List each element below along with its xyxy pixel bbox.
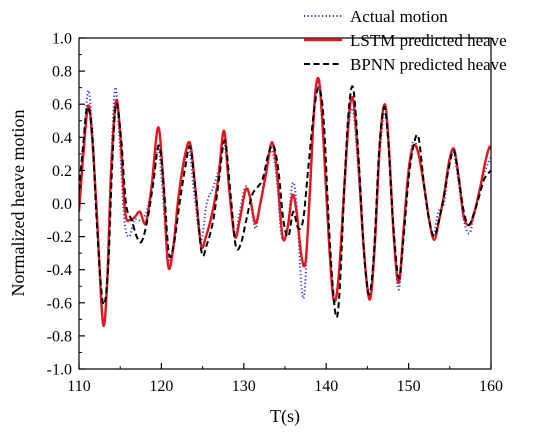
- plot-area: [79, 38, 491, 369]
- legend-label: BPNN predicted heave: [350, 55, 507, 74]
- x-tick-label: 140: [314, 378, 338, 395]
- series-line-3: [79, 85, 491, 319]
- legend-label: LSTM predicted heave: [350, 31, 507, 50]
- y-tick-label: -0.8: [47, 328, 72, 345]
- y-tick-label: -0.2: [47, 229, 72, 246]
- y-tick-label: 0.2: [52, 163, 72, 180]
- y-tick-label: 1.0: [52, 31, 72, 48]
- y-tick-label: 0.6: [52, 97, 72, 114]
- y-tick-label: 0.0: [52, 196, 72, 213]
- series-line-2: [79, 76, 491, 327]
- x-tick-label: 120: [149, 378, 173, 395]
- series-line-1: [79, 79, 491, 328]
- x-tick-label: 160: [479, 378, 503, 395]
- x-axis-title: T(s): [270, 406, 300, 427]
- x-tick-label: 130: [232, 378, 256, 395]
- y-tick-label: -0.4: [47, 262, 72, 279]
- y-tick-label: -1.0: [47, 362, 72, 379]
- y-tick-label: 0.8: [52, 64, 72, 81]
- legend-label: Actual motion: [350, 7, 448, 26]
- y-tick-label: 0.4: [52, 130, 72, 147]
- ticks-layer: 110 120 130 140 150 160 -1.0 -0.8 -0.6 -0.4 -0.2 0.…: [47, 31, 503, 396]
- series-layer: [79, 76, 491, 328]
- y-tick-label: -0.6: [47, 295, 72, 312]
- x-tick-label: 150: [397, 378, 421, 395]
- y-axis-title: Normalized heave motion: [8, 110, 28, 297]
- legend: Actual motion LSTM predicted heave BPNN pr…: [304, 7, 507, 74]
- x-tick-label: 110: [67, 378, 90, 395]
